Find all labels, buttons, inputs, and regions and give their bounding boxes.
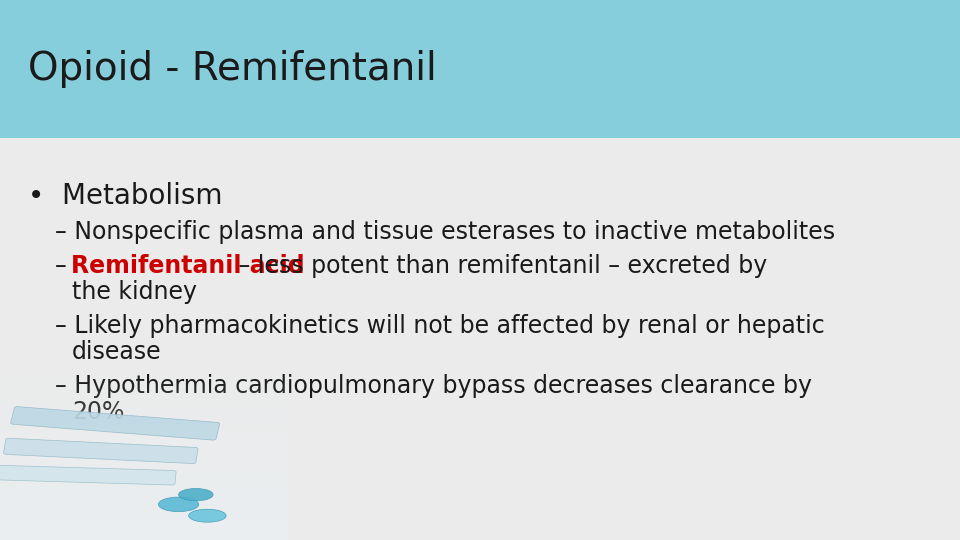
Text: – Nonspecific plasma and tissue esterases to inactive metabolites: – Nonspecific plasma and tissue esterase… bbox=[55, 220, 835, 244]
Text: –: – bbox=[55, 254, 74, 278]
Text: •  Metabolism: • Metabolism bbox=[28, 181, 223, 210]
Text: – Hypothermia cardiopulmonary bypass decreases clearance by: – Hypothermia cardiopulmonary bypass dec… bbox=[55, 374, 812, 397]
Text: Remifentanil acid: Remifentanil acid bbox=[71, 254, 304, 278]
Text: – less potent than remifentanil – excreted by: – less potent than remifentanil – excret… bbox=[231, 254, 767, 278]
Text: the kidney: the kidney bbox=[72, 280, 197, 303]
FancyBboxPatch shape bbox=[0, 465, 176, 485]
Text: – Likely pharmacokinetics will not be affected by renal or hepatic: – Likely pharmacokinetics will not be af… bbox=[55, 314, 825, 338]
Ellipse shape bbox=[158, 497, 199, 512]
FancyBboxPatch shape bbox=[0, 0, 960, 138]
Text: 20%: 20% bbox=[72, 400, 125, 424]
FancyBboxPatch shape bbox=[4, 438, 198, 463]
FancyBboxPatch shape bbox=[11, 407, 220, 440]
Text: Opioid - Remifentanil: Opioid - Remifentanil bbox=[28, 50, 437, 88]
Ellipse shape bbox=[179, 489, 213, 501]
Ellipse shape bbox=[188, 509, 227, 522]
Text: disease: disease bbox=[72, 340, 161, 364]
